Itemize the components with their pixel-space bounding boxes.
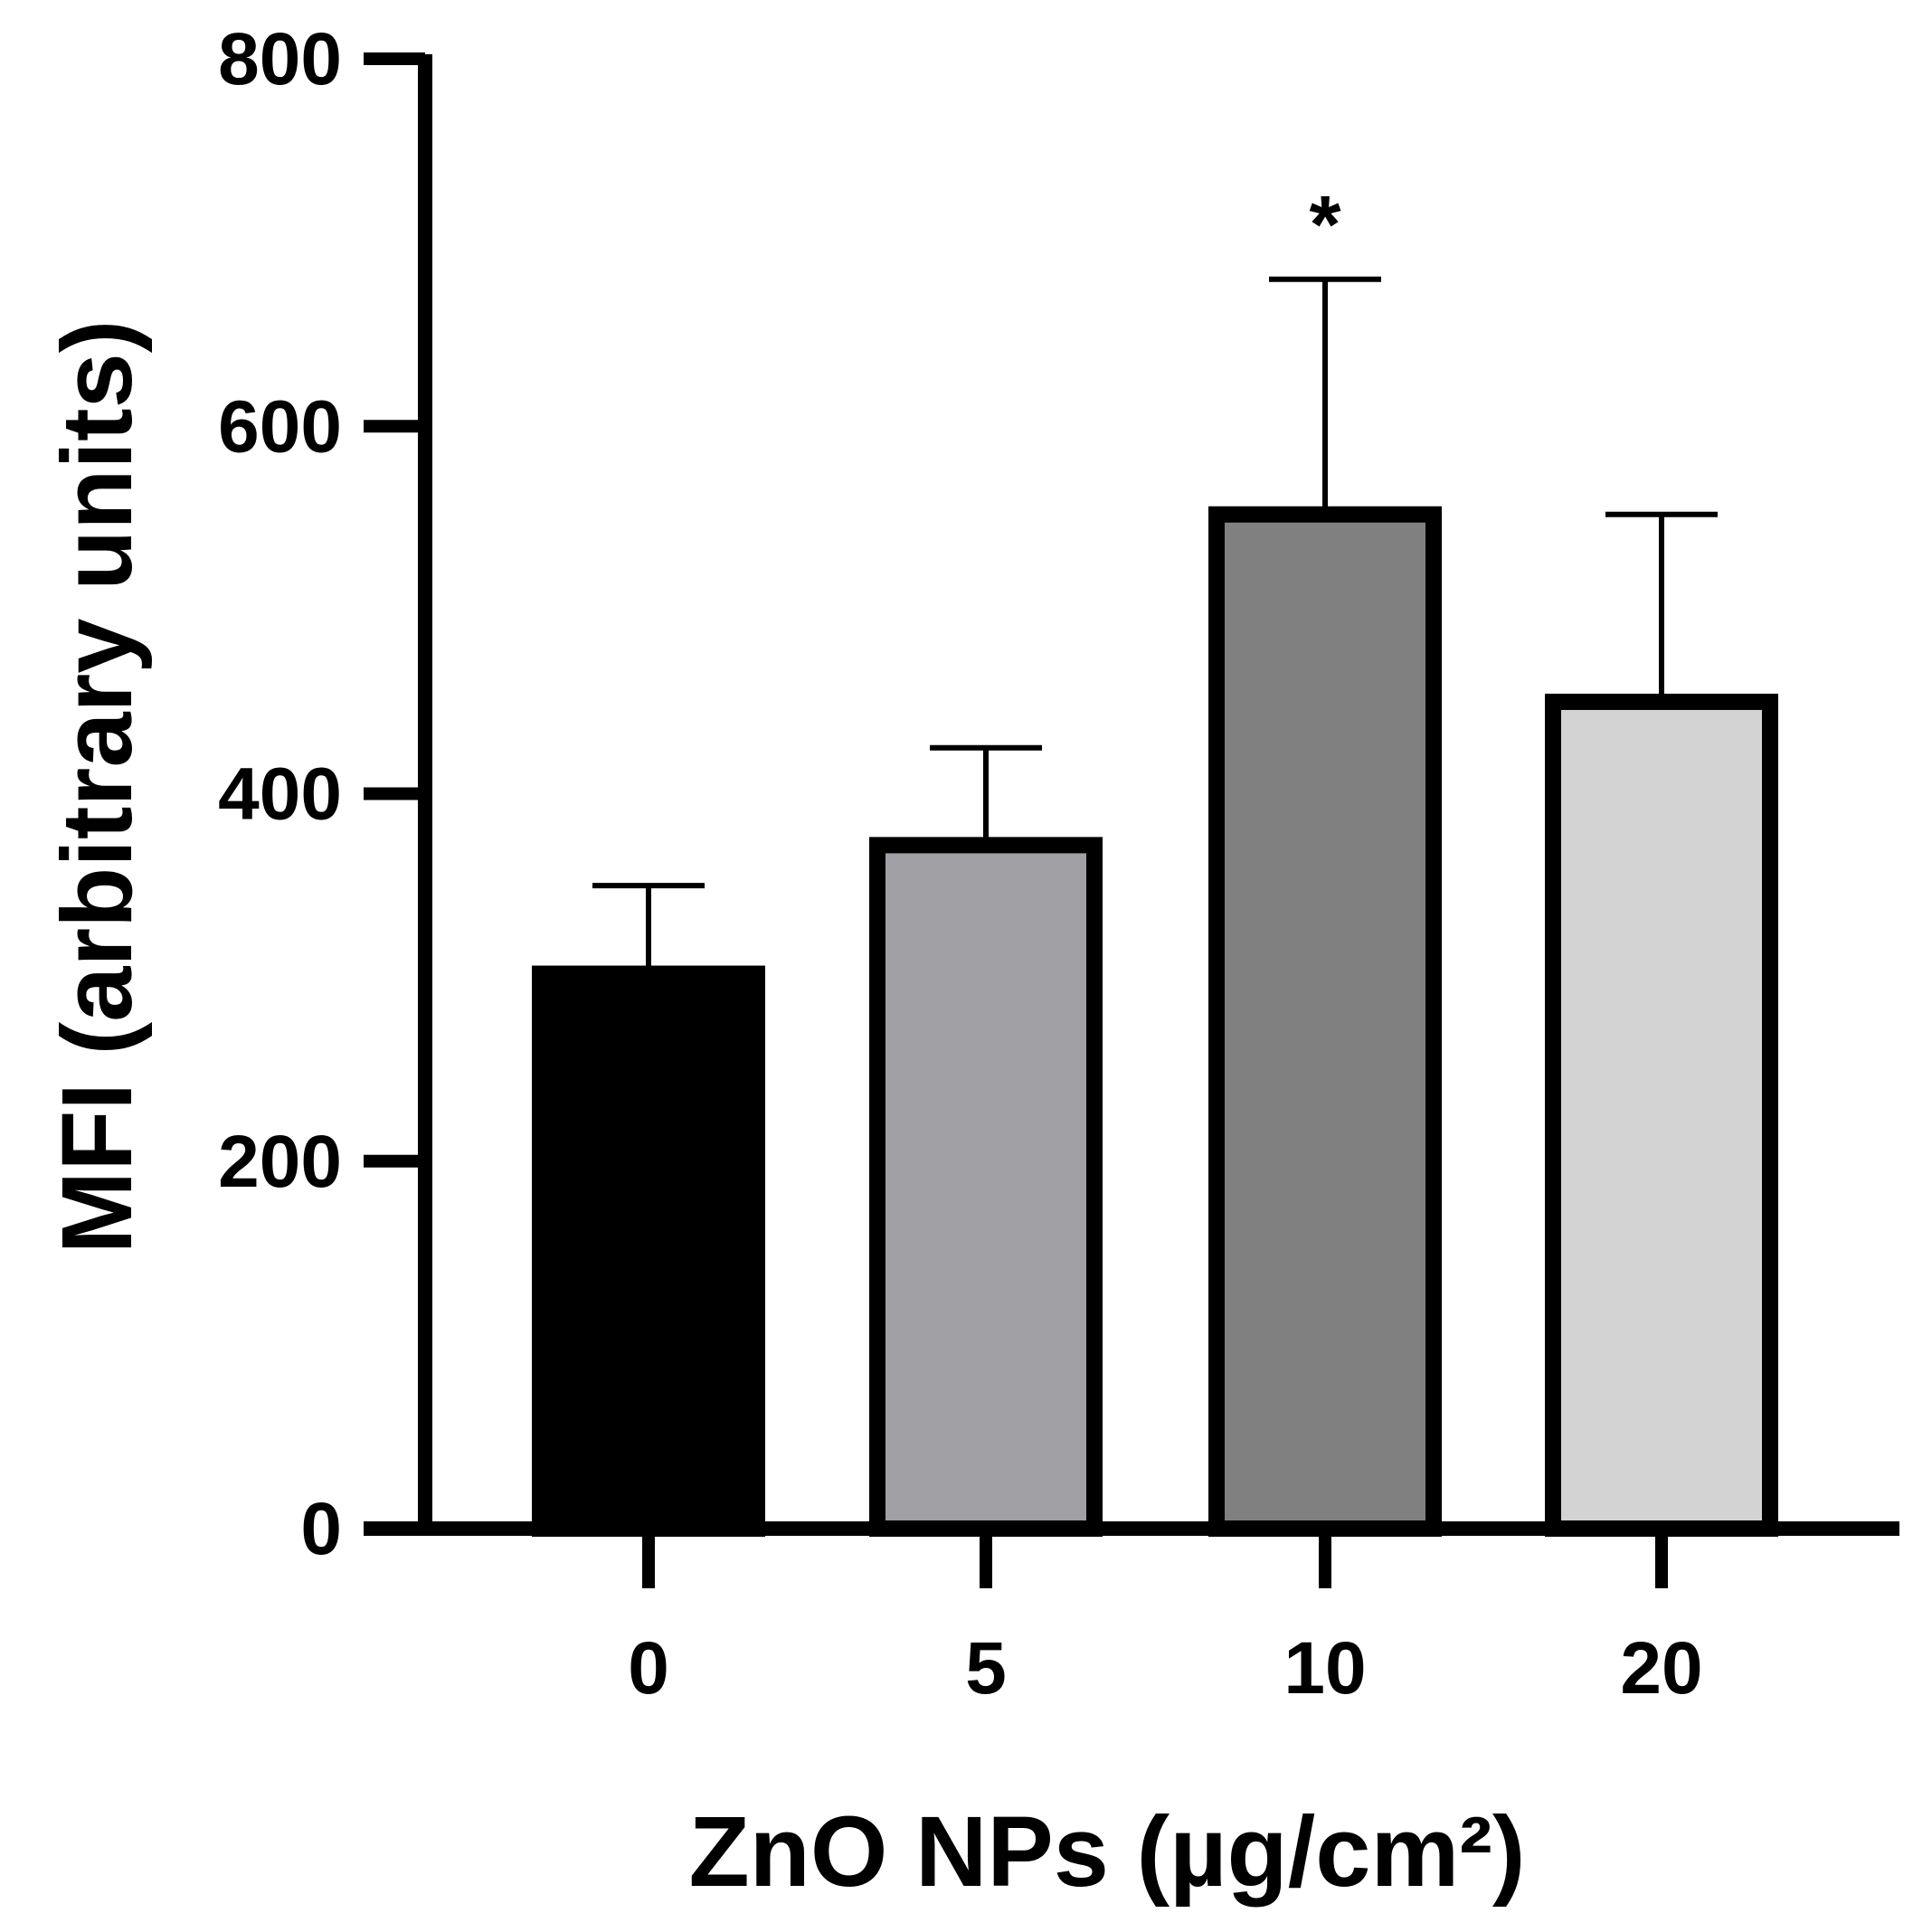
x-ticks-group: 0 5 10 20 (628, 1529, 1703, 1709)
bar-5 (869, 837, 1103, 1537)
y-tick-label: 400 (218, 753, 342, 836)
y-ticks-group: 0 200 400 600 800 (218, 18, 425, 1570)
error-bars-group (592, 276, 1718, 974)
x-tick-label: 10 (1283, 1627, 1366, 1709)
x-axis-title: ZnO NPs (µg/cm²) (688, 1796, 1525, 1908)
bars-group (532, 506, 1778, 1537)
x-tick-label: 20 (1620, 1627, 1702, 1709)
x-tick-label: 5 (965, 1627, 1007, 1709)
y-tick-label: 0 (300, 1488, 342, 1570)
significance-marker: * (1309, 180, 1340, 270)
y-axis-title: MFI (arbitrary units) (42, 320, 153, 1255)
y-tick-label: 200 (218, 1121, 342, 1203)
annotations-group: * (1309, 180, 1340, 270)
bar-20 (1545, 693, 1778, 1537)
y-tick-label: 800 (218, 18, 342, 100)
bar-10 (1208, 506, 1442, 1537)
bar-0 (532, 965, 765, 1537)
x-tick-label: 0 (628, 1627, 669, 1709)
y-tick-label: 600 (218, 385, 342, 468)
